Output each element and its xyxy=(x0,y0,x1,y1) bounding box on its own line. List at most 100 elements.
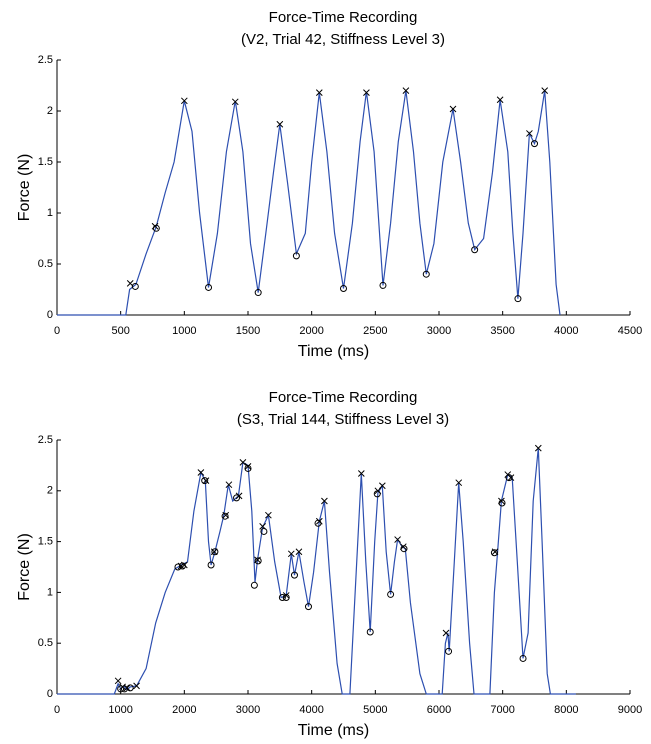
x-tick-label: 5000 xyxy=(363,704,387,716)
peak-marker xyxy=(394,536,401,543)
trough-marker xyxy=(131,282,139,290)
y-tick-label: 2.5 xyxy=(38,54,53,66)
force-line xyxy=(57,90,561,316)
trough-marker xyxy=(250,581,258,589)
trough-marker xyxy=(304,603,312,611)
x-axis-label: Time (ms) xyxy=(298,722,369,739)
trough-marker xyxy=(531,140,538,148)
trough-marker xyxy=(373,490,381,498)
x-tick-label: 9000 xyxy=(618,704,642,716)
peak-marker xyxy=(244,463,252,470)
y-tick-label: 0 xyxy=(47,309,53,321)
chart: Force-Time Recording (V2, Trial 42, Stiff… xyxy=(16,9,642,360)
peak-marker xyxy=(133,682,140,690)
trough-marker xyxy=(490,549,498,557)
y-tick-label: 1 xyxy=(47,207,53,219)
x-tick-label: 3000 xyxy=(236,704,260,716)
chart-subtitle: (V2, Trial 42, Stiffness Level 3) xyxy=(241,31,445,48)
peak-marker xyxy=(276,120,284,128)
y-tick-label: 2 xyxy=(47,105,53,117)
trough-marker xyxy=(126,684,134,692)
x-tick-label: 4000 xyxy=(554,325,578,337)
trough-marker xyxy=(519,654,527,662)
y-tick-label: 0.5 xyxy=(38,258,53,270)
peak-marker xyxy=(534,444,542,452)
trough-marker xyxy=(400,545,408,553)
x-tick-label: 4000 xyxy=(299,704,323,716)
x-tick-label: 7000 xyxy=(490,704,514,716)
peak-marker xyxy=(114,677,122,685)
peak-marker xyxy=(287,550,295,558)
x-tick-label: 1000 xyxy=(108,704,132,716)
y-tick-label: 1.5 xyxy=(38,536,53,548)
trough-marker xyxy=(366,628,374,636)
peak-marker xyxy=(449,105,457,113)
peak-marker xyxy=(282,592,290,599)
trough-marker xyxy=(254,289,262,297)
peak-marker xyxy=(231,98,239,106)
trough-marker xyxy=(471,246,479,254)
trough-marker xyxy=(174,563,182,571)
x-tick-label: 0 xyxy=(54,704,60,716)
trough-marker xyxy=(292,252,300,260)
y-axis-label: Force (N) xyxy=(16,154,33,222)
y-tick-label: 2.5 xyxy=(38,434,53,446)
peak-marker xyxy=(507,474,515,481)
chart: Force-Time Recording (S3, Trial 144, Stif… xyxy=(16,389,642,739)
trough-marker xyxy=(282,593,290,601)
trough-marker xyxy=(422,270,430,278)
peak-marker xyxy=(202,477,210,484)
x-tick-label: 3500 xyxy=(490,325,514,337)
peak-marker xyxy=(265,511,272,519)
trough-marker xyxy=(379,281,387,289)
trough-marker xyxy=(290,571,298,579)
peak-marker xyxy=(442,629,450,637)
peak-marker xyxy=(295,548,303,556)
x-tick-label: 2500 xyxy=(363,325,387,337)
x-tick-label: 0 xyxy=(54,325,60,337)
y-tick-label: 1 xyxy=(47,586,53,598)
y-tick-label: 1.5 xyxy=(38,156,53,168)
x-tick-label: 8000 xyxy=(554,704,578,716)
trough-marker xyxy=(314,519,322,527)
trough-marker xyxy=(221,512,229,520)
trough-marker xyxy=(207,561,215,569)
chart-title: Force-Time Recording xyxy=(269,389,418,406)
peak-marker xyxy=(455,479,463,487)
trough-marker xyxy=(498,499,506,507)
force-line xyxy=(57,448,576,695)
trough-marker xyxy=(387,590,395,598)
trough-marker xyxy=(178,562,186,570)
y-tick-label: 0 xyxy=(47,688,53,700)
peak-marker xyxy=(378,482,386,490)
peak-marker xyxy=(197,469,205,476)
trough-marker xyxy=(201,477,209,485)
trough-marker xyxy=(260,527,268,535)
chart-subtitle: (S3, Trial 144, Stiffness Level 3) xyxy=(237,411,449,428)
trough-marker xyxy=(278,593,286,601)
peak-marker xyxy=(496,96,504,104)
trough-marker xyxy=(211,548,219,556)
trough-marker xyxy=(514,295,522,303)
trough-marker xyxy=(340,284,347,292)
y-tick-label: 2 xyxy=(47,485,53,497)
x-tick-label: 500 xyxy=(111,325,129,337)
peak-marker xyxy=(402,87,410,94)
trough-marker xyxy=(505,474,513,482)
trough-marker xyxy=(152,224,160,232)
x-tick-label: 2000 xyxy=(172,704,196,716)
trough-marker xyxy=(233,494,241,502)
x-tick-label: 2000 xyxy=(299,325,323,337)
peak-marker xyxy=(315,89,323,96)
x-tick-label: 4500 xyxy=(618,325,642,337)
y-axis-label: Force (N) xyxy=(16,533,33,601)
peak-marker xyxy=(321,497,328,505)
x-tick-label: 1000 xyxy=(172,325,196,337)
peak-marker xyxy=(363,89,370,96)
peak-marker xyxy=(541,87,549,94)
x-tick-label: 3000 xyxy=(427,325,451,337)
chart-title: Force-Time Recording xyxy=(269,9,418,26)
peak-marker xyxy=(239,458,247,466)
trough-marker xyxy=(117,685,125,693)
